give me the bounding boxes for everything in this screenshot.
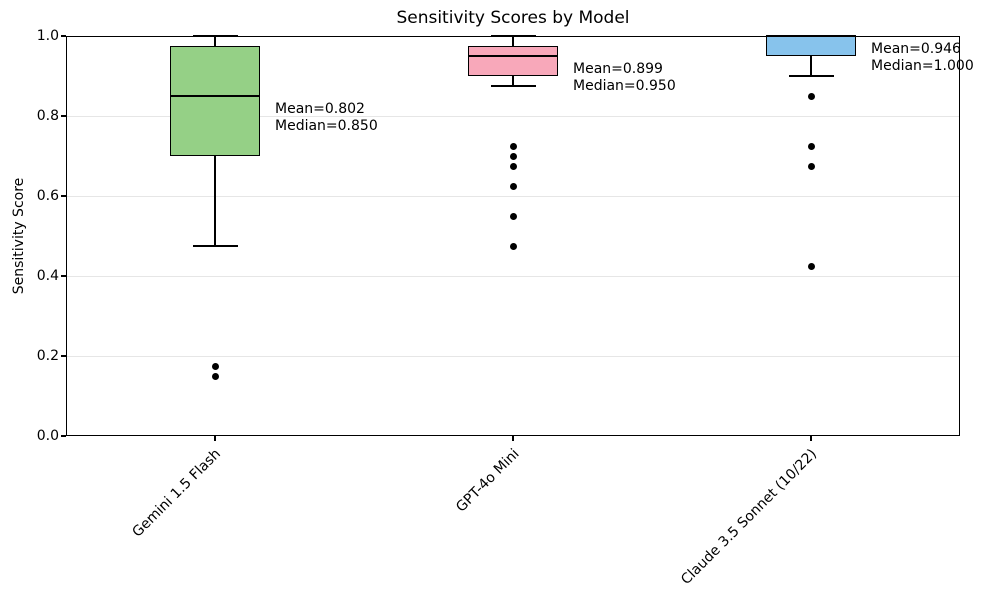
- stats-annotation: Mean=0.946 Median=1.000: [871, 41, 974, 75]
- upper-whisker: [512, 36, 514, 46]
- outlier-point: [509, 242, 517, 250]
- upper-whisker: [214, 36, 216, 46]
- lower-whisker: [810, 56, 812, 76]
- x-tick-label: GPT-4o Mini: [452, 446, 523, 516]
- y-tick-mark: [61, 355, 66, 357]
- outlier-point: [807, 142, 815, 150]
- median-line: [468, 55, 558, 57]
- upper-whisker-cap: [192, 35, 238, 37]
- y-tick-mark: [61, 35, 66, 37]
- y-tick-mark: [61, 115, 66, 117]
- x-tick-label: Claude 3.5 Sonnet (10/22): [678, 446, 821, 588]
- stats-annotation: Mean=0.802 Median=0.850: [275, 101, 378, 135]
- median-line: [766, 35, 856, 37]
- lower-whisker: [214, 156, 216, 246]
- median-line: [170, 95, 260, 97]
- stats-annotation-line: Mean=0.802: [275, 101, 365, 117]
- y-tick-label: 0.4: [36, 268, 59, 284]
- y-tick-label: 0.8: [36, 108, 59, 124]
- outlier-point: [509, 152, 517, 160]
- boxplot-box: [170, 46, 260, 156]
- y-tick-label: 0.2: [36, 348, 59, 364]
- lower-whisker-cap: [192, 245, 238, 247]
- stats-annotation: Mean=0.899 Median=0.950: [573, 61, 676, 95]
- lower-whisker-cap: [788, 75, 834, 77]
- boxplot-box: [766, 36, 856, 56]
- outlier-point: [509, 162, 517, 170]
- outlier-point: [509, 142, 517, 150]
- lower-whisker-cap: [490, 85, 536, 87]
- y-tick-mark: [61, 435, 66, 437]
- y-gridline: [66, 195, 960, 197]
- y-tick-label: 0.0: [36, 428, 59, 444]
- outlier-point: [807, 262, 815, 270]
- y-tick-label: 1.0: [36, 28, 59, 44]
- y-tick-mark: [61, 195, 66, 197]
- outlier-point: [509, 182, 517, 190]
- outlier-point: [807, 162, 815, 170]
- stats-annotation-line: Mean=0.946: [871, 41, 961, 57]
- y-gridline: [66, 355, 960, 357]
- chart-title: Sensitivity Scores by Model: [396, 8, 630, 28]
- x-tick-mark: [214, 436, 216, 441]
- stats-annotation-line: Median=0.850: [275, 118, 378, 134]
- lower-whisker: [512, 76, 514, 86]
- outlier-point: [509, 212, 517, 220]
- stats-annotation-line: Median=1.000: [871, 58, 974, 74]
- y-gridline: [66, 275, 960, 277]
- outlier-point: [211, 362, 219, 370]
- outlier-point: [807, 92, 815, 100]
- outlier-point: [211, 372, 219, 380]
- x-tick-mark: [512, 436, 514, 441]
- stats-annotation-line: Mean=0.899: [573, 61, 663, 77]
- x-tick-mark: [810, 436, 812, 441]
- y-tick-mark: [61, 275, 66, 277]
- upper-whisker-cap: [490, 35, 536, 37]
- y-tick-label: 0.6: [36, 188, 59, 204]
- boxplot-box: [468, 46, 558, 76]
- stats-annotation-line: Median=0.950: [573, 78, 676, 94]
- y-gridline: [66, 115, 960, 117]
- x-tick-label: Gemini 1.5 Flash: [129, 446, 225, 541]
